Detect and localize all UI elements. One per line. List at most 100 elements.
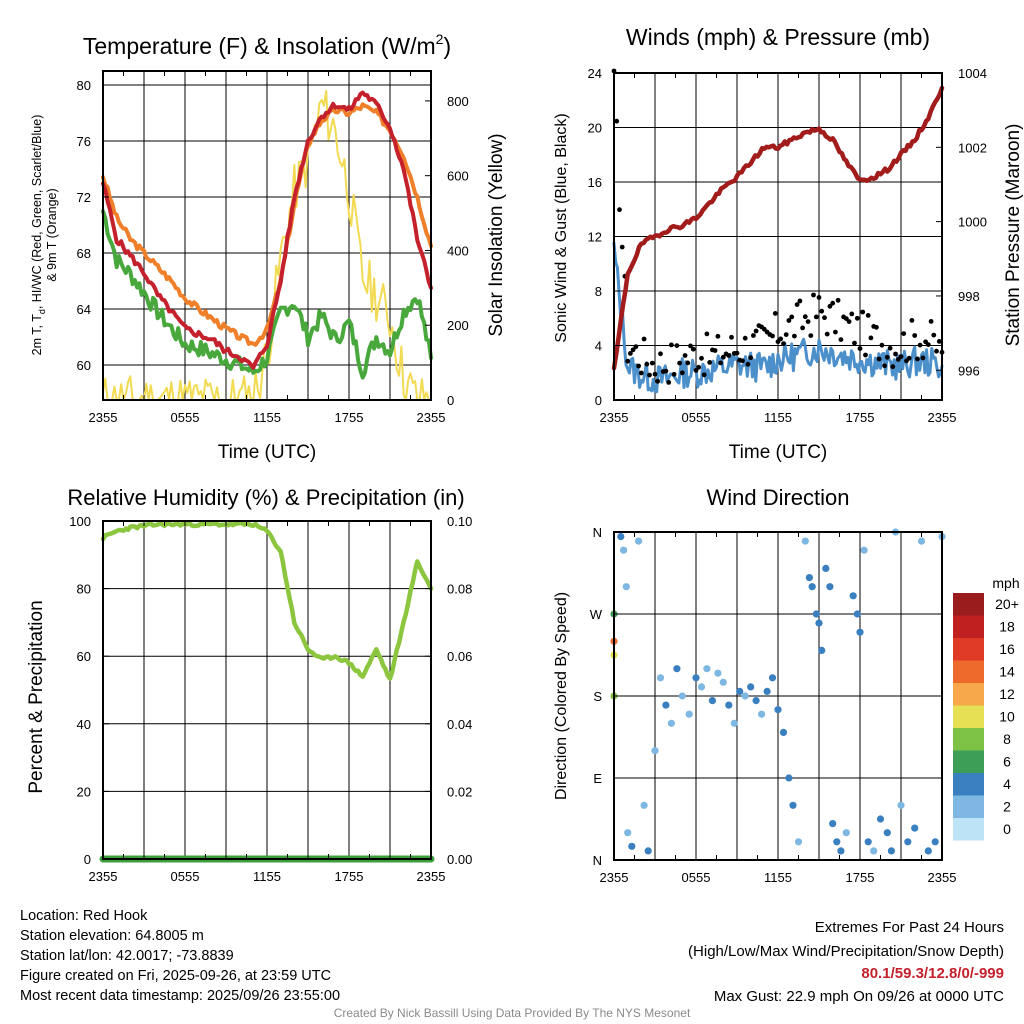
gust-point — [682, 353, 688, 358]
gust-point — [778, 336, 784, 342]
direction-point — [842, 829, 850, 837]
gust-point — [644, 361, 650, 367]
gust-point — [783, 332, 789, 337]
humidity-line — [100, 520, 434, 681]
rh-xtick-label: 1155 — [253, 869, 281, 884]
direction-point — [656, 674, 665, 682]
gust-point — [800, 325, 805, 331]
direction-point — [768, 674, 777, 682]
temp-xtick-label: 2355 — [89, 410, 118, 425]
rh-ylabel-left: Percent & Precipitation — [26, 600, 47, 793]
legend-swatch — [953, 773, 984, 796]
direction-point — [678, 692, 686, 700]
temp-ytick-label: 60 — [77, 358, 91, 373]
gust-point — [936, 339, 942, 344]
gust-point — [701, 372, 707, 378]
legend-label: 6 — [1003, 754, 1011, 770]
wind-xtick-label: 2355 — [600, 410, 629, 425]
rh-ytick-label: 20 — [77, 784, 91, 799]
gust-point — [833, 329, 838, 335]
rh-ytick-right-label: 0.00 — [447, 852, 472, 867]
gust-point — [688, 343, 693, 349]
direction-point — [673, 665, 681, 673]
gust-point — [740, 358, 745, 364]
legend-label: 16 — [999, 641, 1015, 657]
dir-xtick-label: 1155 — [764, 870, 792, 885]
direction-point — [741, 692, 749, 700]
dir-title: Wind Direction — [706, 485, 849, 510]
gust-point — [658, 351, 663, 357]
temp-xtick-label: 1155 — [253, 410, 281, 425]
gust-point — [884, 354, 890, 360]
gust-point — [928, 319, 934, 324]
direction-point — [620, 546, 628, 554]
gust-point — [890, 364, 896, 370]
direction-point — [697, 683, 706, 691]
direction-point — [758, 710, 766, 718]
gust-point — [868, 335, 874, 341]
direction-point — [805, 574, 814, 582]
gust-point — [925, 342, 931, 347]
direction-point — [822, 564, 830, 573]
direction-point — [763, 687, 771, 696]
gust-point — [813, 314, 819, 320]
rh-ytick-right-label: 0.08 — [447, 582, 472, 597]
wind-ytick-right-label: 996 — [958, 363, 980, 378]
rh-title: Relative Humidity (%) & Precipitation (i… — [67, 485, 464, 510]
gust-point — [690, 346, 696, 352]
wind-ytick-label: 4 — [595, 339, 602, 354]
direction-point — [856, 628, 864, 636]
gust-point — [816, 295, 822, 300]
gust-point — [786, 318, 792, 323]
rh-ytick-right-label: 0.02 — [447, 784, 472, 799]
gust-point — [887, 345, 893, 351]
direction-point — [708, 697, 717, 705]
rh-ytick-label: 100 — [69, 514, 91, 529]
temp-ylabel-right: Solar Insolation (Yellow) — [486, 133, 507, 336]
dir-gridlines — [614, 531, 942, 861]
gust-point — [715, 333, 721, 339]
gust-point — [827, 303, 833, 309]
gust-point — [934, 348, 939, 354]
temp-ytick-label: 68 — [77, 246, 91, 261]
direction-point — [667, 719, 676, 727]
extremes-subtitle: (High/Low/Max Wind/Precipitation/Snow De… — [688, 943, 1004, 960]
wind-ylabel-right: Station Pressure (Maroon) — [1003, 124, 1024, 347]
temp-gridlines — [103, 71, 431, 400]
dir-xtick-label: 2355 — [928, 870, 957, 885]
direction-point — [829, 820, 837, 828]
dir-scatter-group — [610, 528, 946, 855]
direction-point — [808, 583, 816, 591]
rh-ytick-right-label: 0.10 — [447, 514, 472, 529]
gust-point — [879, 342, 885, 348]
gust-point — [720, 354, 726, 360]
gust-point — [865, 313, 871, 318]
direction-point — [785, 774, 793, 782]
temp-axis-ticks: 2355 0555 1155 1755 235560646872768002004006… — [77, 71, 469, 425]
legend-label: 20+ — [995, 596, 1019, 612]
direction-point — [624, 829, 632, 837]
gust-point — [808, 333, 814, 338]
gust-point — [781, 341, 786, 347]
direction-point — [931, 838, 939, 846]
gust-point — [636, 363, 641, 369]
extremes-values: 80.1/59.3/12.8/0/-999 — [861, 965, 1004, 982]
dir-ytick-label: N — [593, 525, 602, 540]
temp-ylabel-line1: 2m T, Td, HI/WC (Red, Green, Scarlet/Blu… — [30, 115, 47, 356]
rh-ytick-label: 0 — [84, 852, 91, 867]
gust-point — [931, 332, 937, 338]
direction-point — [833, 838, 841, 846]
gust-point — [617, 207, 622, 213]
temp-ytick-label: 64 — [77, 302, 91, 317]
gust-point — [794, 302, 800, 307]
direction-point — [651, 747, 659, 755]
gust-point — [835, 297, 841, 303]
gust-point — [712, 348, 718, 353]
gust-point — [846, 319, 852, 324]
direction-point — [692, 674, 700, 682]
footer-latlon: Station lat/lon: 42.0017; -73.8839 — [20, 948, 234, 964]
gust-point — [726, 353, 732, 358]
direction-point — [752, 697, 760, 705]
gust-point — [874, 324, 879, 330]
